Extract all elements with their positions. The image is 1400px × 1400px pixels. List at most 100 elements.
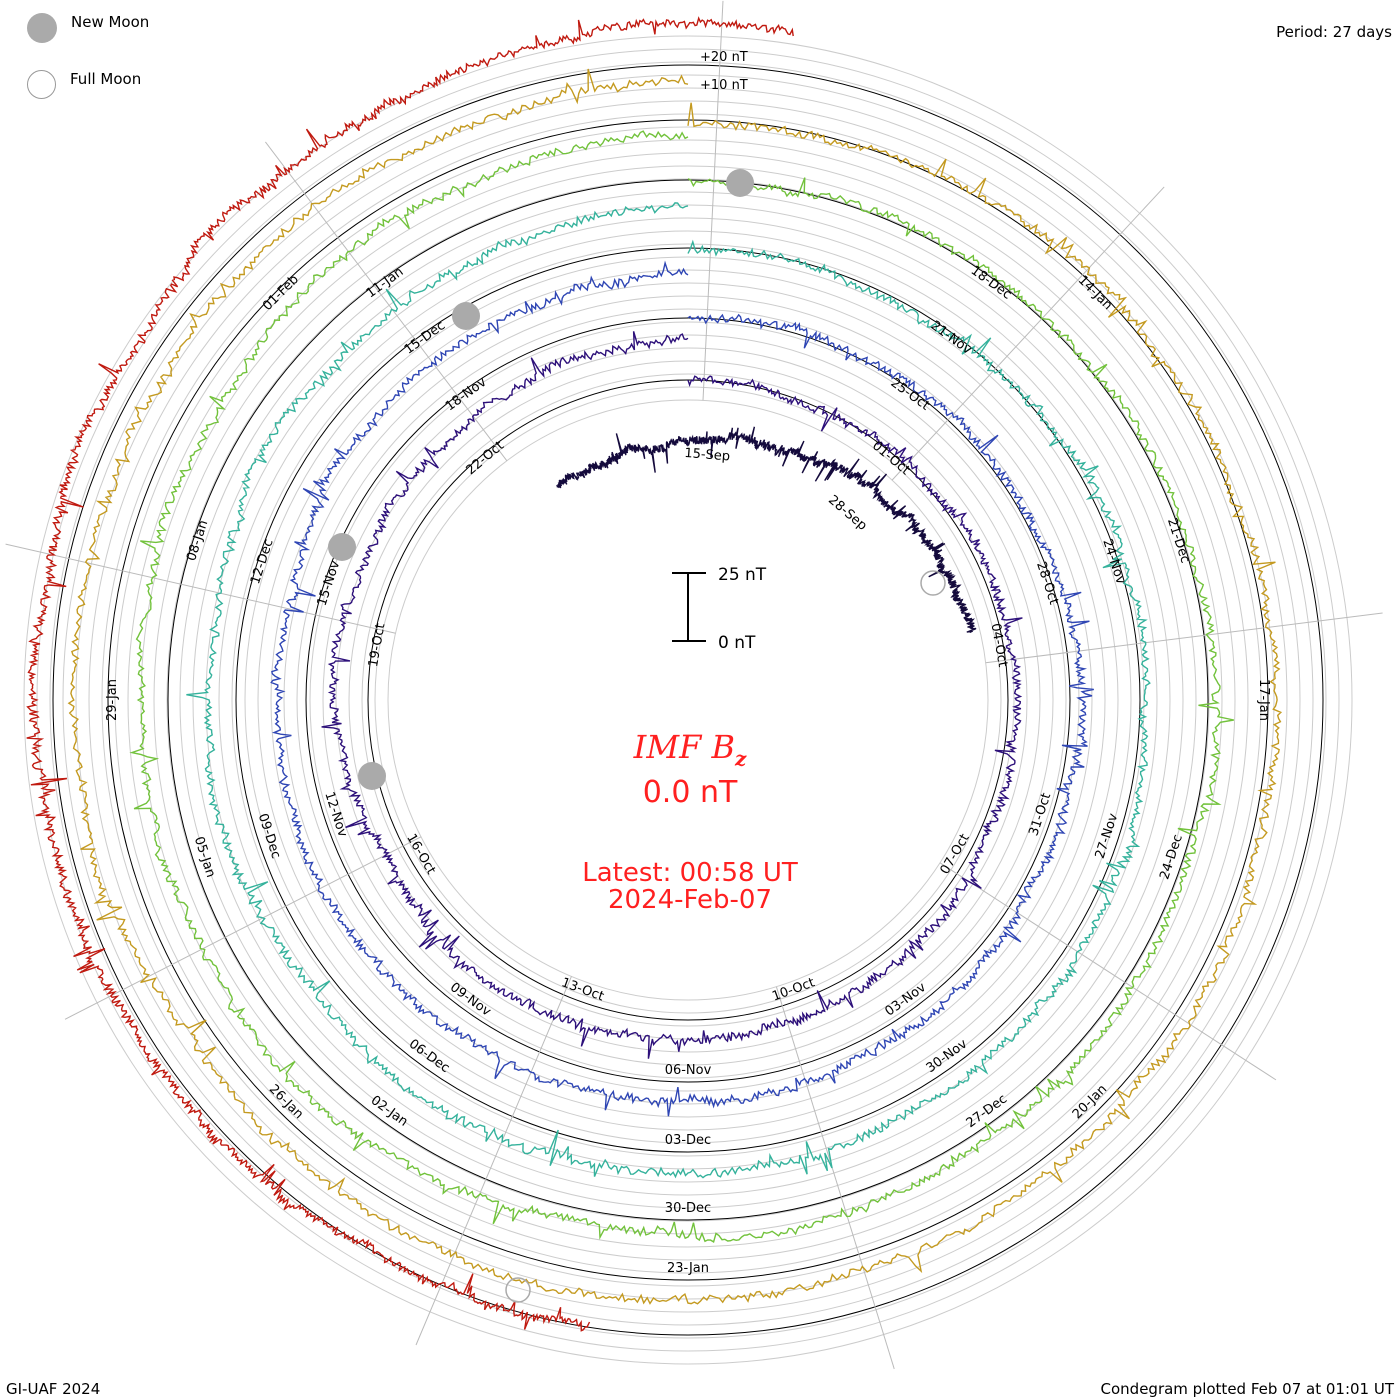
period-label: Period: 27 days	[1276, 23, 1392, 41]
date-label: 24-Nov	[1099, 537, 1128, 586]
grid-spoke	[985, 612, 1383, 664]
grid-circle	[270, 282, 1106, 1118]
grid-circle	[23, 35, 1353, 1365]
grid-circle	[75, 87, 1301, 1313]
grid-spoke	[265, 141, 508, 462]
grid-circle	[374, 386, 1002, 1014]
legend-new-moon-label: New Moon	[71, 13, 150, 31]
grid-circle	[62, 74, 1314, 1326]
date-label: 23-Jan	[667, 1261, 709, 1276]
grid-circle	[114, 126, 1262, 1274]
series-line	[186, 202, 1151, 1179]
grid-circle	[192, 204, 1184, 1196]
scale-bar: 25 nT 0 nT	[672, 565, 767, 653]
date-label: 02-Jan	[368, 1093, 411, 1130]
date-label: 16-Oct	[403, 831, 438, 877]
scale-label-top: 25 nT	[718, 565, 767, 585]
date-label: 11-Jan	[364, 265, 407, 302]
baseline-ring	[305, 317, 1071, 1083]
series-line	[321, 331, 1023, 1059]
grid-circle	[309, 321, 1067, 1079]
grid-circle	[153, 165, 1223, 1235]
grid-circle	[387, 399, 989, 1001]
date-label: 20-Jan	[1070, 1082, 1110, 1122]
date-label: 24-Dec	[1157, 833, 1186, 882]
baseline-ring	[167, 179, 1209, 1221]
grid-circle	[244, 256, 1132, 1144]
legend-full-moon-label: Full Moon	[70, 69, 142, 88]
date-label: 29-Jan	[105, 679, 120, 721]
grid-circle	[205, 217, 1171, 1183]
grid-circle	[179, 191, 1197, 1209]
center-title-sub: z	[734, 746, 747, 771]
legend-new-moon: New Moon	[27, 13, 149, 43]
latest-date: 2024-Feb-07	[607, 885, 773, 915]
series-line	[67, 68, 1283, 1305]
date-label: 10-Oct	[770, 975, 817, 1004]
date-label: 15-Sep	[684, 446, 731, 465]
date-label: 17-Jan	[1256, 679, 1271, 721]
ref-ticks: +20 nT +10 nT	[700, 50, 748, 93]
full-moon-marker	[505, 1277, 531, 1303]
date-label: 12-Nov	[321, 790, 350, 839]
grid-circle	[218, 230, 1158, 1170]
grid-circle	[322, 334, 1054, 1066]
grid-circle	[283, 295, 1093, 1105]
credit-label: GI-UAF 2024	[6, 1380, 101, 1398]
grid-spoke	[5, 543, 396, 634]
new-moon-icon	[27, 13, 57, 43]
date-label: 13-Oct	[559, 975, 606, 1004]
grid-circle	[348, 360, 1028, 1040]
grid-spoke	[702, 0, 724, 401]
grid-circle	[127, 139, 1249, 1261]
series-group	[26, 16, 1283, 1332]
grid-spoke	[64, 836, 422, 1020]
date-label: 08-Jan	[184, 518, 211, 563]
legend-full-moon: Full Moon	[27, 70, 141, 99]
date-label: 31-Oct	[1026, 791, 1054, 838]
latest-time: Latest: 00:58 UT	[582, 858, 798, 888]
date-label: 12-Dec	[248, 537, 277, 586]
series-line	[129, 130, 1234, 1243]
date-label: 07-Oct	[938, 831, 973, 877]
new-moon-marker	[358, 762, 386, 790]
date-label: 06-Nov	[665, 1063, 712, 1078]
date-label: 21-Dec	[1164, 516, 1193, 565]
date-label: 28-Sep	[825, 493, 870, 534]
series-line	[556, 426, 977, 633]
full-moon-icon	[27, 70, 56, 99]
spokes	[5, 0, 1383, 1370]
new-moon-marker	[726, 169, 754, 197]
baseline-ring	[367, 379, 1009, 1021]
center-title-main: IMF B	[633, 728, 735, 766]
grid-spoke	[891, 186, 1165, 481]
baseline-ring	[52, 64, 1324, 1336]
series-line	[270, 260, 1094, 1117]
moon-markers	[328, 169, 946, 1303]
radial-grid	[23, 35, 1353, 1365]
scale-label-bottom: 0 nT	[718, 633, 756, 653]
grid-circle	[257, 269, 1119, 1131]
grid-spoke	[415, 976, 572, 1346]
full-moon-marker	[920, 570, 946, 596]
new-moon-marker	[452, 302, 480, 330]
plotted-label: Condegram plotted Feb 07 at 01:01 UT	[1100, 1380, 1394, 1398]
date-label: 03-Dec	[665, 1133, 711, 1148]
grid-circle	[335, 347, 1041, 1053]
center-title: IMF Bz	[440, 728, 940, 770]
grid-circle	[101, 113, 1275, 1287]
grid-spoke	[939, 862, 1277, 1081]
ref-tick-label: +20 nT	[700, 50, 748, 65]
date-label: 26-Jan	[266, 1082, 306, 1122]
grid-circle	[140, 152, 1236, 1248]
grid-circle	[88, 100, 1288, 1300]
grid-spoke	[775, 986, 895, 1370]
date-label: 15-Dec	[402, 318, 448, 357]
baseline-ring	[107, 119, 1269, 1281]
grid-circle	[296, 308, 1080, 1092]
grid-circle	[49, 61, 1327, 1339]
grid-circle	[361, 373, 1015, 1027]
baseline-ring	[235, 247, 1141, 1153]
ref-tick-label: +10 nT	[700, 78, 748, 93]
